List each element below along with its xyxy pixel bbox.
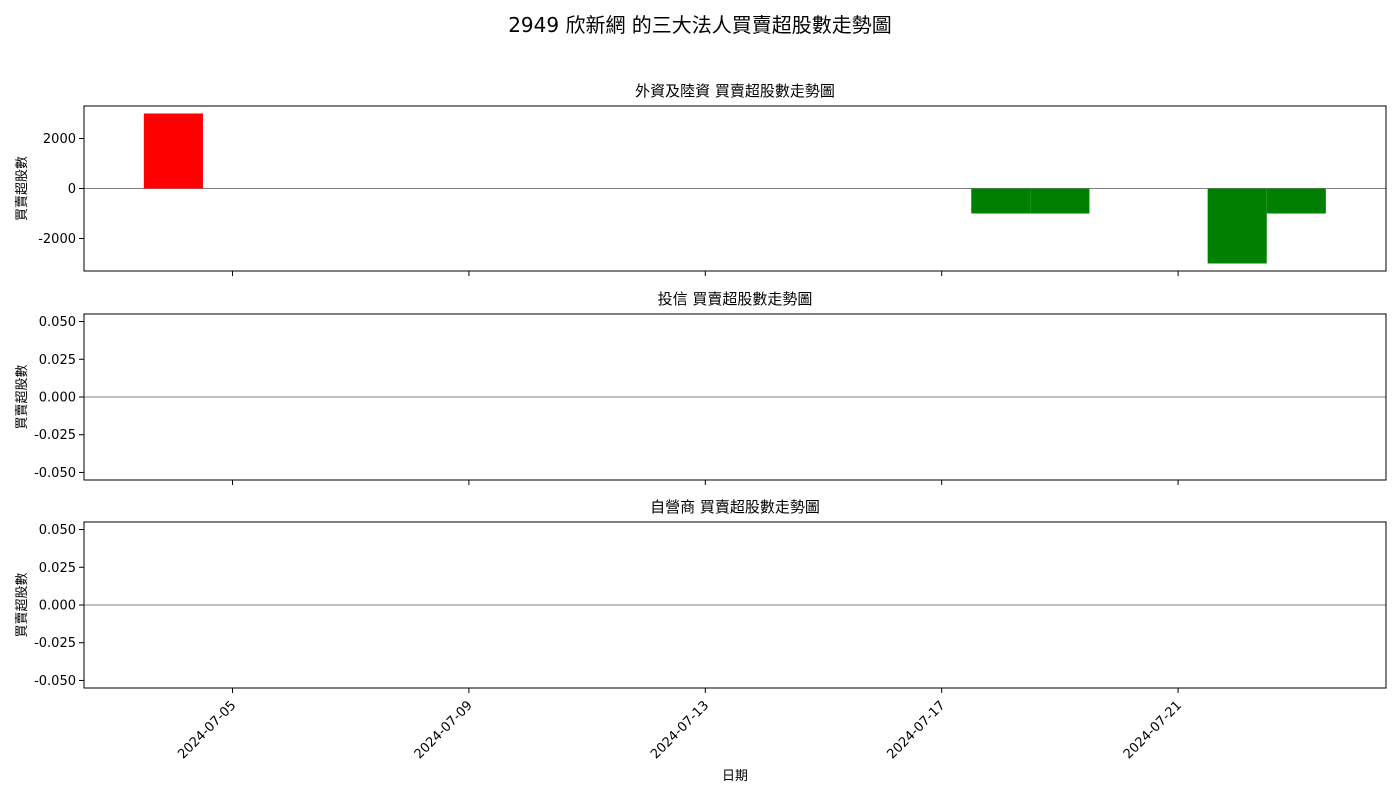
bar-2024-07-22 (1207, 188, 1267, 264)
y-tick-label: -0.025 (34, 428, 76, 443)
y-tick-label: -2000 (38, 232, 76, 247)
bar-2024-07-04 (143, 113, 203, 189)
y-axis-label: 買賣超股數 (15, 364, 30, 429)
y-tick-label: 2000 (43, 132, 76, 147)
y-tick-label: 0.025 (39, 561, 76, 576)
subplot-title: 自營商 買賣超股數走勢圖 (650, 498, 820, 516)
subplot-title: 投信 買賣超股數走勢圖 (658, 290, 813, 308)
x-axis-label: 日期 (722, 769, 748, 784)
x-tick-label: 2024-07-09 (412, 698, 476, 762)
y-tick-label: -0.050 (34, 466, 76, 481)
chart-suptitle: 2949 欣新網 的三大法人買賣超股數走勢圖 (508, 13, 892, 37)
x-tick-label: 2024-07-05 (175, 698, 239, 762)
y-tick-label: 0.000 (39, 391, 76, 406)
y-tick-label: 0.025 (39, 353, 76, 368)
y-tick-label: 0.050 (39, 315, 76, 330)
bar-2024-07-18 (971, 188, 1031, 214)
y-tick-label: 0 (68, 182, 76, 197)
x-tick-label: 2024-07-17 (884, 698, 948, 762)
x-tick-label: 2024-07-21 (1121, 698, 1185, 762)
y-tick-label: 0.000 (39, 599, 76, 614)
bar-2024-07-23 (1266, 188, 1326, 214)
y-tick-label: -0.025 (34, 636, 76, 651)
x-tick-label: 2024-07-13 (648, 698, 712, 762)
y-tick-label: 0.050 (39, 523, 76, 538)
subplot-title: 外資及陸資 買賣超股數走勢圖 (635, 82, 835, 100)
y-axis-label: 買賣超股數 (15, 572, 30, 637)
y-tick-label: -0.050 (34, 674, 76, 689)
y-axis-label: 買賣超股數 (15, 156, 30, 221)
bar-2024-07-19 (1030, 188, 1090, 214)
